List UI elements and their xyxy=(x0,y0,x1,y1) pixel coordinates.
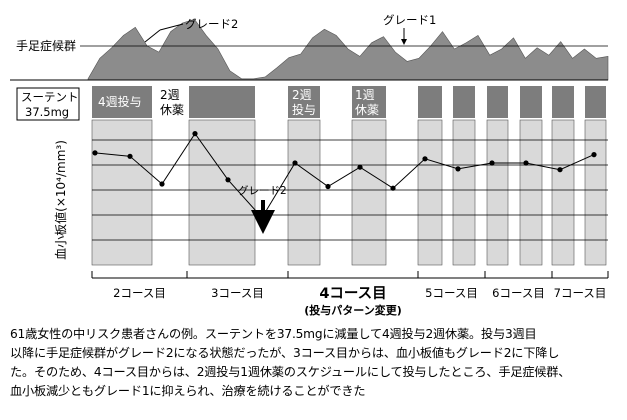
dosing-period-column xyxy=(351,119,387,266)
dosing-period-column xyxy=(188,119,256,266)
hfs-annotation-grade2: グレード2 xyxy=(185,17,238,31)
dosing-period-column xyxy=(551,119,575,266)
platelet-chart: 血小板値(×10⁴/mm³) グレード2 xyxy=(53,119,608,266)
dosing-period-column xyxy=(452,119,476,266)
course-label: 6コース目 xyxy=(492,286,545,300)
dosing-block xyxy=(552,86,574,118)
platelet-point xyxy=(92,150,98,156)
drug-label-line2: 37.5mg xyxy=(25,105,69,119)
caption-line-1: 61歳女性の中リスク患者さんの例。スーテントを37.5mgに減量して4週投与2週… xyxy=(10,327,537,341)
dosing-block xyxy=(585,86,606,118)
course-sublabel: (投与パターン変更) xyxy=(304,303,402,317)
dosing-label: 休薬 xyxy=(160,103,184,117)
platelet-point xyxy=(455,166,461,172)
dosing-block xyxy=(487,86,508,118)
hfs-band: 手足症候群 グレード2 グレード1 xyxy=(10,13,609,81)
platelet-series-line xyxy=(94,132,595,219)
course-label: 5コース目 xyxy=(425,286,478,300)
platelet-point xyxy=(127,153,133,159)
dosing-period-column xyxy=(417,119,443,266)
caption-line-2: 以降に手足症候群がグレード2になる状態だったが、3コース目からは、血小板値もグレ… xyxy=(10,346,560,360)
dosing-period-column xyxy=(519,119,543,266)
dosing-block xyxy=(520,86,542,118)
drug-label-line1: スーテント xyxy=(21,90,79,104)
platelet-point xyxy=(357,164,363,170)
dosing-period-column xyxy=(91,119,153,266)
course-label: 7コース目 xyxy=(554,286,607,300)
platelet-point xyxy=(489,160,495,166)
hfs-annotation-grade1: グレード1 xyxy=(383,13,436,27)
hfs-severity-area xyxy=(87,18,609,81)
platelet-point xyxy=(325,183,331,190)
platelet-point xyxy=(591,152,597,158)
dosing-block xyxy=(352,86,386,118)
dosing-label: 1週 xyxy=(355,88,375,102)
caption-line-3: た。そのため、4コース目からは、2週投与1週休薬のスケジュールにして投与したとこ… xyxy=(10,365,571,379)
platelet-point xyxy=(192,131,198,137)
course-label: 2コース目 xyxy=(113,286,166,300)
dosing-block xyxy=(288,86,320,118)
y-axis-label: 血小板値(×10⁴/mm³) xyxy=(53,140,68,260)
platelet-annotation: グレード2 xyxy=(238,184,287,197)
hfs-grade2-pointer-tip xyxy=(144,29,161,43)
dosing-label: 2週 xyxy=(292,88,312,102)
dosing-label: 2週 xyxy=(160,88,180,102)
dosing-period-column xyxy=(287,119,321,266)
sutent-dosing-chart: 手足症候群 グレード2 グレード1 スーテント 37.5mg 4週投与 2週休薬2… xyxy=(10,13,609,317)
dosing-label: 投与 xyxy=(292,102,316,117)
dosing-block xyxy=(92,86,152,118)
platelet-point xyxy=(422,156,428,162)
dosing-block xyxy=(453,86,475,118)
platelet-point xyxy=(159,181,165,187)
course-label: 4コース目 xyxy=(319,285,386,302)
dosing-label: 休薬 xyxy=(355,103,379,117)
platelet-point xyxy=(292,160,298,166)
hfs-label: 手足症候群 xyxy=(16,38,76,53)
dosing-period-column xyxy=(584,119,607,266)
course-label: 3コース目 xyxy=(211,286,264,300)
platelet-point xyxy=(523,160,529,166)
platelet-point xyxy=(390,185,396,191)
platelet-point xyxy=(557,167,563,173)
dosing-block xyxy=(189,86,255,118)
platelet-point xyxy=(225,177,231,183)
course-axis: 2コース目 3コース目 4コース目(投与パターン変更) 5コース目 6コース目 7コース目 xyxy=(91,271,609,317)
caption-line-4: 血小板減少ともグレード1に抑えられ、治療を続けることができた xyxy=(10,384,366,398)
dosing-label: 4週投与 xyxy=(98,94,142,109)
drug-label-box xyxy=(16,87,80,121)
hfs-grade2-pointer xyxy=(159,23,184,31)
figure-caption: 61歳女性の中リスク患者さんの例。スーテントを37.5mgに減量して4週投与2週… xyxy=(10,325,622,401)
dosing-period-column xyxy=(486,119,509,266)
dosing-block xyxy=(418,86,442,118)
